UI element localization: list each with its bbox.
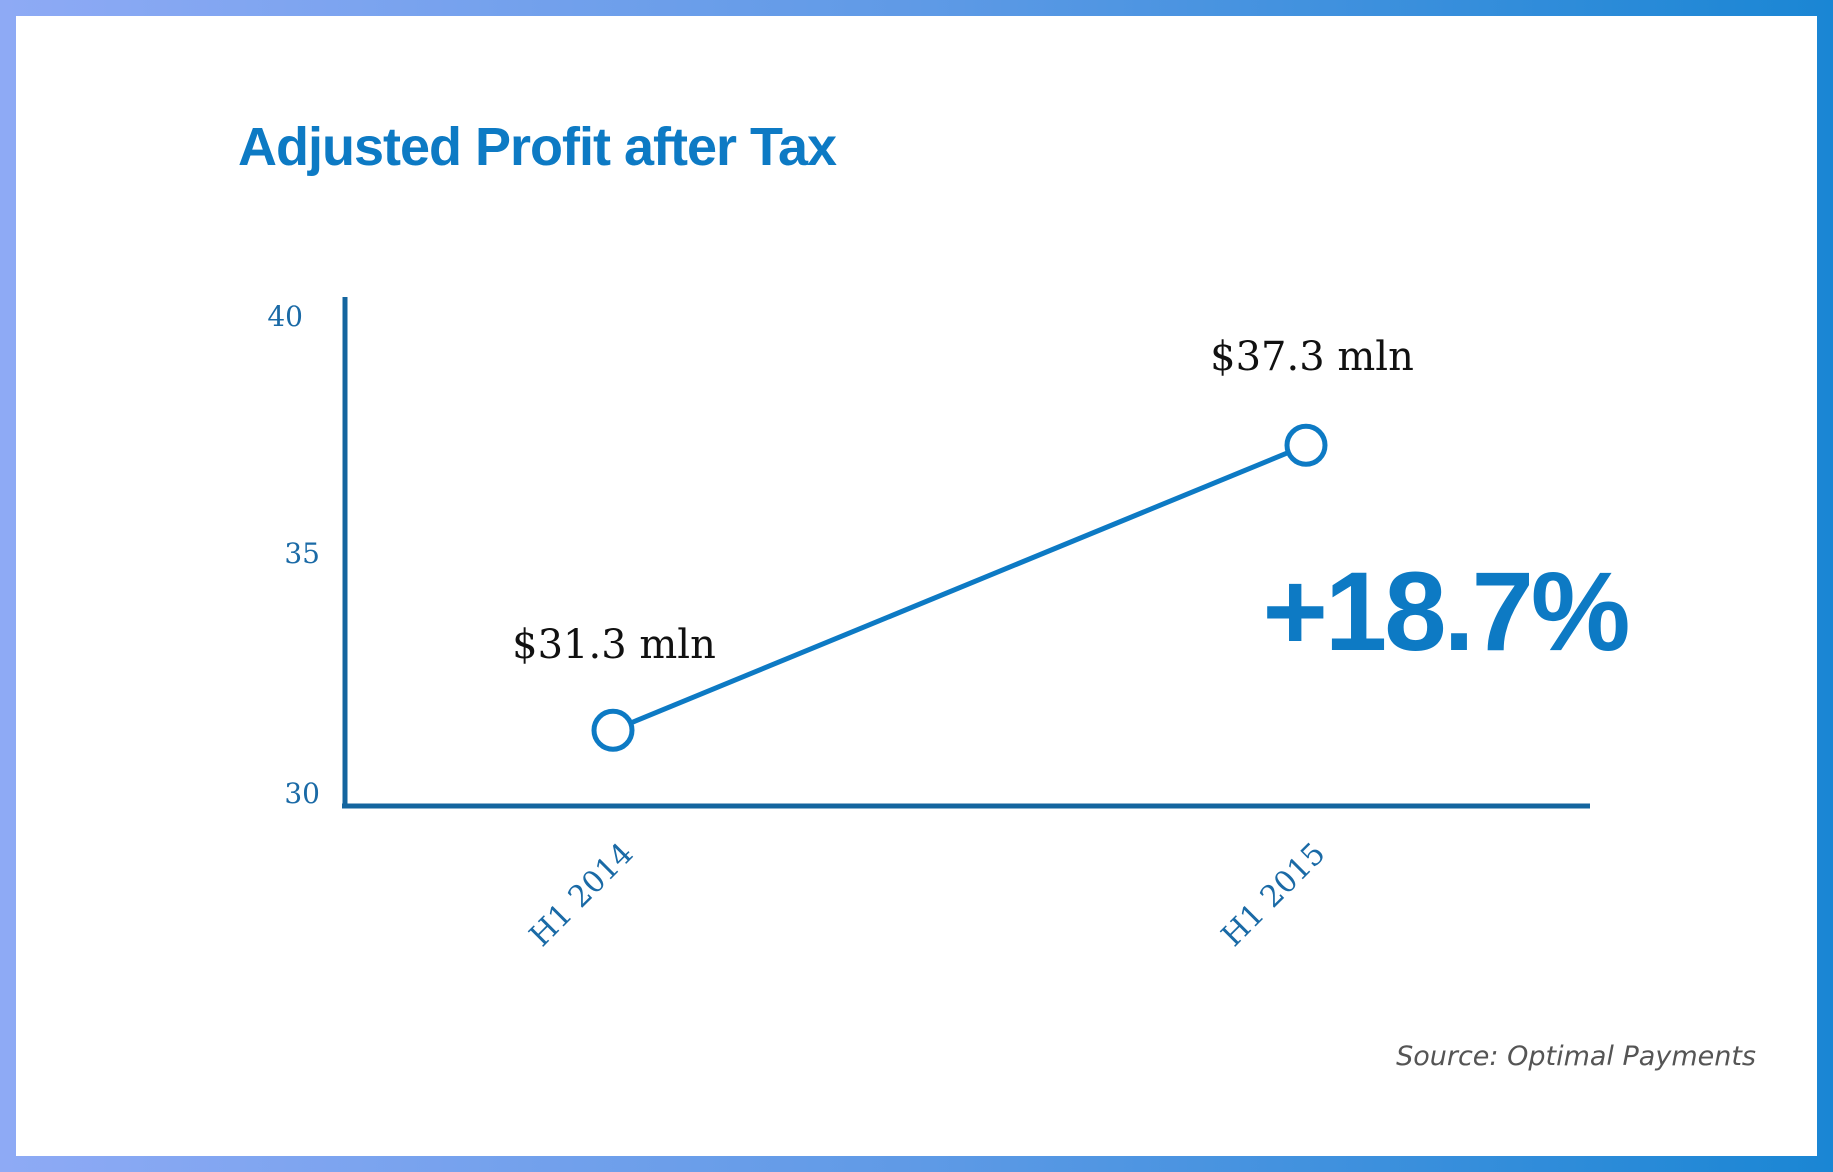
y-tick-label: 35 bbox=[284, 537, 320, 570]
y-tick-label: 30 bbox=[284, 777, 320, 810]
series-line bbox=[612, 442, 1307, 733]
chart-title: Adjusted Profit after Tax bbox=[238, 117, 837, 177]
data-label: $37.3 mln bbox=[1210, 334, 1414, 380]
y-tick-label: 40 bbox=[267, 300, 303, 333]
source-note: Source: Optimal Payments bbox=[1396, 1041, 1756, 1072]
growth-annotation: +18.7% bbox=[1263, 549, 1628, 674]
chart-card bbox=[16, 16, 1817, 1156]
data-point bbox=[591, 708, 635, 752]
data-label: $31.3 mln bbox=[512, 622, 716, 668]
x-tick-label: H1 2014 bbox=[523, 836, 640, 953]
x-tick-label: H1 2015 bbox=[1215, 836, 1332, 953]
data-point bbox=[1284, 423, 1328, 467]
